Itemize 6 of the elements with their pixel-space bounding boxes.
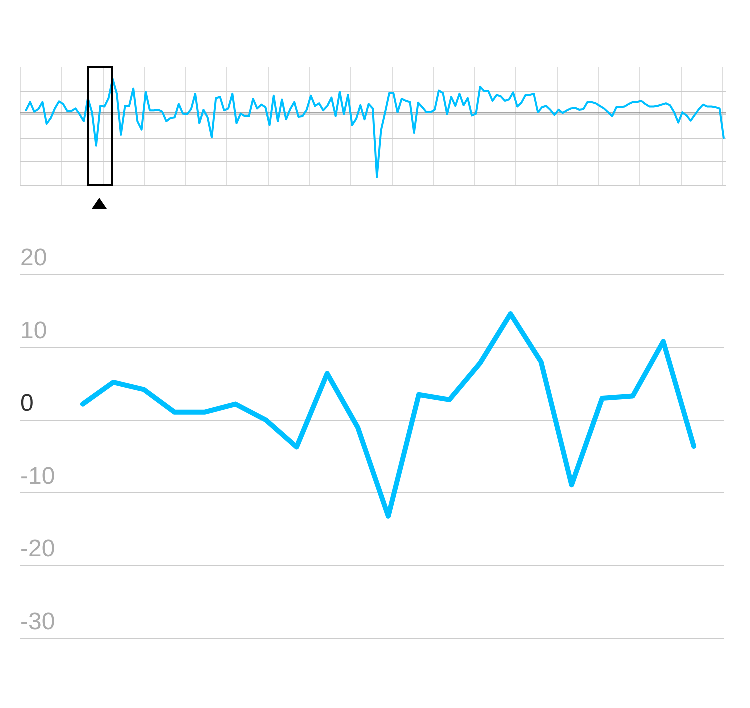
- y-tick-label: 20: [20, 244, 48, 272]
- y-tick-label: 0: [20, 390, 34, 418]
- y-tick-label: 10: [20, 317, 48, 344]
- y-tick-label: -10: [20, 462, 56, 490]
- y-tick-label: -20: [20, 536, 56, 563]
- y-tick-label: -30: [20, 608, 56, 636]
